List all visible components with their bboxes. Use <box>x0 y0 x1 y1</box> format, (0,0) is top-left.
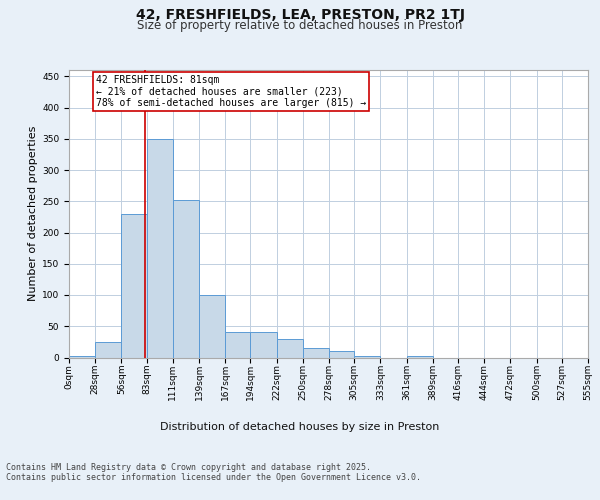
Bar <box>95 342 121 357</box>
Bar <box>277 339 303 357</box>
Bar <box>588 356 600 358</box>
Bar <box>329 350 354 358</box>
Bar <box>121 214 146 358</box>
Bar <box>199 295 225 358</box>
Bar <box>173 200 199 358</box>
Text: Size of property relative to detached houses in Preston: Size of property relative to detached ho… <box>137 18 463 32</box>
Bar <box>146 138 173 358</box>
Text: Contains HM Land Registry data © Crown copyright and database right 2025.
Contai: Contains HM Land Registry data © Crown c… <box>6 462 421 482</box>
Bar <box>354 356 380 358</box>
Bar <box>407 356 433 358</box>
Bar <box>303 348 329 358</box>
Text: 42 FRESHFIELDS: 81sqm
← 21% of detached houses are smaller (223)
78% of semi-det: 42 FRESHFIELDS: 81sqm ← 21% of detached … <box>95 75 366 108</box>
Text: 42, FRESHFIELDS, LEA, PRESTON, PR2 1TJ: 42, FRESHFIELDS, LEA, PRESTON, PR2 1TJ <box>136 8 464 22</box>
Bar <box>250 332 277 357</box>
Bar <box>225 332 250 357</box>
Y-axis label: Number of detached properties: Number of detached properties <box>28 126 38 302</box>
Text: Distribution of detached houses by size in Preston: Distribution of detached houses by size … <box>160 422 440 432</box>
Bar <box>69 356 95 358</box>
